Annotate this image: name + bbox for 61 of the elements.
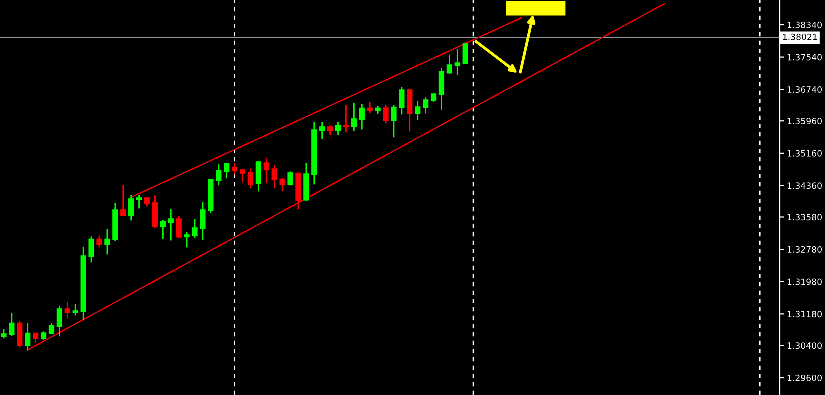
candlestick: [391, 104, 397, 138]
candlestick: [224, 162, 230, 180]
candlestick: [399, 86, 405, 116]
candlestick: [351, 102, 357, 132]
y-tick-label: 1.37540: [788, 54, 822, 61]
y-tick-label: 1.31180: [788, 311, 822, 318]
candlestick: [256, 160, 262, 192]
y-tick-label: 1.38340: [788, 22, 822, 28]
candlestick: [272, 164, 278, 189]
candlestick: [232, 162, 238, 176]
candlestick: [48, 322, 55, 336]
y-tick-label: 1.35160: [788, 150, 822, 157]
y-tick-label: 1.34360: [788, 182, 822, 190]
y-tick-label: 1.35960: [788, 118, 822, 125]
candlestick: [168, 208, 174, 242]
candlestick: [423, 96, 429, 114]
candlestick: [367, 101, 373, 114]
candlestick: [72, 303, 78, 316]
candlestick: [184, 231, 190, 248]
candlestick: [335, 121, 342, 136]
candlestick: [320, 122, 326, 140]
candlestick: [136, 194, 142, 210]
candlestick: [454, 48, 460, 76]
candlestick: [328, 124, 334, 136]
candlestick: [446, 54, 452, 75]
candlestick: [17, 320, 23, 348]
y-tick-label: 1.36740: [788, 86, 822, 94]
y-tick-label: 1.29600: [788, 374, 822, 382]
candlestick: [128, 194, 134, 222]
candlestick: [438, 67, 445, 111]
candlestick: [152, 194, 158, 229]
candlestick: [200, 201, 206, 241]
candlestick: [96, 235, 102, 248]
candlestick: [160, 219, 166, 240]
candlestick: [248, 168, 254, 190]
candlestick: [240, 168, 246, 184]
candlestick: [9, 312, 15, 337]
candlestick: [120, 184, 126, 218]
candlestick: [415, 100, 421, 121]
candlestick: [288, 170, 294, 186]
candlestick: [407, 88, 413, 132]
candlestick: [383, 104, 389, 124]
candlestick: [33, 332, 39, 344]
candlestick: [192, 218, 198, 239]
candlestick: [280, 177, 286, 192]
candlestick: [56, 305, 62, 338]
candlestick: [1, 328, 7, 340]
ref-line-label: 1.38021: [783, 34, 818, 40]
candlestick: [104, 228, 110, 256]
candlestick: [359, 103, 365, 130]
candlestick: [64, 301, 70, 320]
candlestick: [25, 322, 31, 352]
y-tick-label: 1.31980: [788, 278, 822, 286]
candlestick: [176, 216, 182, 239]
y-tick-label: 1.32780: [788, 246, 822, 253]
candlestick: [462, 42, 468, 65]
candlestick: [216, 163, 222, 186]
candlestick: [264, 157, 270, 184]
candlestick: [88, 236, 94, 264]
y-tick-label: 1.33580: [788, 214, 822, 221]
y-tick-label: 1.30400: [788, 342, 822, 350]
